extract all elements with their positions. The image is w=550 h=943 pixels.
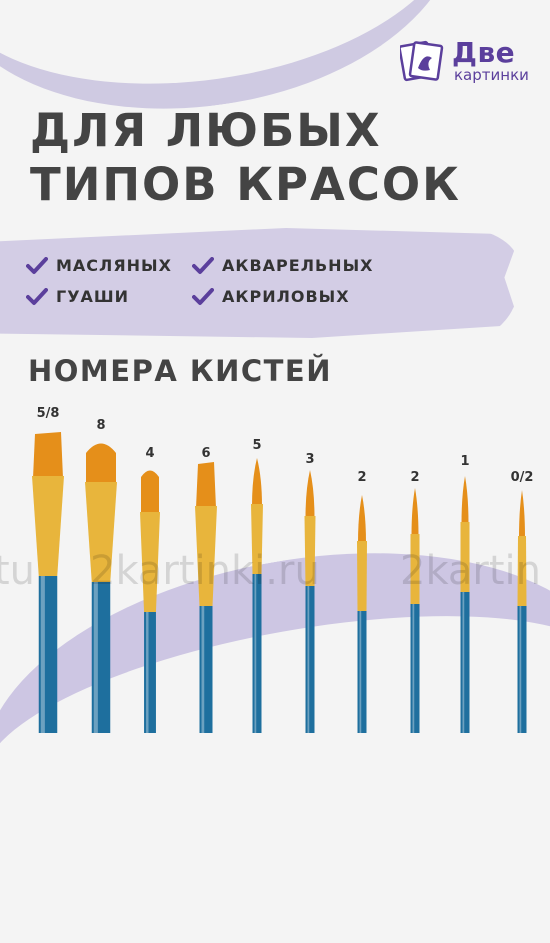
brush-ferrule [304, 516, 316, 586]
section-title: НОМЕРА КИСТЕЙ [28, 354, 333, 388]
paintbrush [32, 432, 64, 733]
logo-subtitle: картинки [454, 66, 529, 84]
paint-type-item: АКВАРЕЛЬНЫХ [192, 256, 373, 275]
brush-handle [252, 574, 262, 733]
brush-size-label: 2 [410, 470, 420, 485]
paint-type-item: МАСЛЯНЫХ [26, 256, 172, 275]
paintbrush [304, 470, 316, 733]
paint-type-item: АКРИЛОВЫХ [192, 287, 350, 306]
checkmark-icon [192, 256, 214, 274]
brush-bristles [33, 432, 63, 478]
watermark-text: 2kartinki.ru [90, 548, 320, 594]
brush-size-label: 2 [357, 470, 367, 485]
brush-handle [517, 606, 527, 733]
brush-handle [357, 611, 367, 733]
brush-ferrule [517, 536, 527, 606]
brush-ferrule [357, 541, 367, 611]
paintbrush [517, 490, 527, 733]
brush-ferrule [32, 476, 64, 576]
paint-type-label: МАСЛЯНЫХ [56, 256, 172, 275]
paint-type-item: ГУАШИ [26, 287, 129, 306]
paintbrush [85, 443, 117, 733]
brush-bristles [141, 470, 159, 514]
paint-types-band [0, 228, 520, 338]
paint-type-label: ГУАШИ [56, 287, 130, 306]
paintbrush [410, 488, 420, 733]
paintbrush [195, 462, 217, 733]
brush-handle [305, 586, 315, 733]
brush-size-label: 3 [305, 452, 315, 467]
paintbrush [357, 495, 367, 733]
watermark-text: 2kartin [400, 548, 542, 594]
paint-type-label: АКВАРЕЛЬНЫХ [222, 256, 374, 275]
brush-handle [91, 582, 111, 733]
brush-bristles [411, 488, 419, 536]
brush-bristles [519, 490, 525, 538]
checkmark-icon [192, 287, 214, 305]
brush-handle [460, 592, 470, 733]
brush-ferrule [410, 534, 420, 604]
brush-bristles [252, 458, 262, 506]
brush-ferrule [140, 512, 160, 612]
brush-handle [38, 576, 58, 733]
brush-ferrule [195, 506, 217, 606]
headline-line-2: ТИПОВ КРАСОК [30, 158, 461, 211]
brush-handle [199, 606, 213, 733]
logo-title: Две [452, 36, 516, 69]
brush-size-label: 8 [96, 418, 106, 433]
paintbrush [460, 476, 470, 733]
brush-size-label: 4 [145, 446, 155, 461]
brush-bristles [86, 443, 116, 484]
brush-size-label: 5 [252, 438, 262, 453]
checkmark-icon [26, 256, 48, 274]
paint-type-label: АКРИЛОВЫХ [222, 287, 350, 306]
headline-line-1: ДЛЯ ЛЮБЫХ [30, 104, 382, 157]
brush-handle [410, 604, 420, 733]
brush-bristles [196, 462, 216, 508]
brush-bristles [358, 495, 366, 543]
brush-size-label: 1 [460, 454, 470, 469]
paintbrush [140, 470, 160, 733]
brush-bristles [305, 470, 315, 518]
brush-size-label: 0/2 [510, 470, 534, 485]
watermark-text: tu [0, 548, 36, 594]
brush-size-label: 5/8 [36, 406, 60, 421]
brush-ferrule [251, 504, 263, 574]
logo-pictures-icon [400, 40, 444, 82]
page-headline: ДЛЯ ЛЮБЫХ ТИПОВ КРАСОК [30, 104, 461, 212]
brush-bristles [461, 476, 469, 524]
brush-ferrule [85, 482, 117, 582]
checkmark-icon [26, 287, 48, 305]
brand-logo[interactable]: Две картинки [400, 36, 530, 88]
brush-size-label: 6 [201, 446, 211, 461]
brush-ferrule [460, 522, 470, 592]
paintbrush [251, 458, 263, 733]
brush-handle [144, 612, 156, 733]
